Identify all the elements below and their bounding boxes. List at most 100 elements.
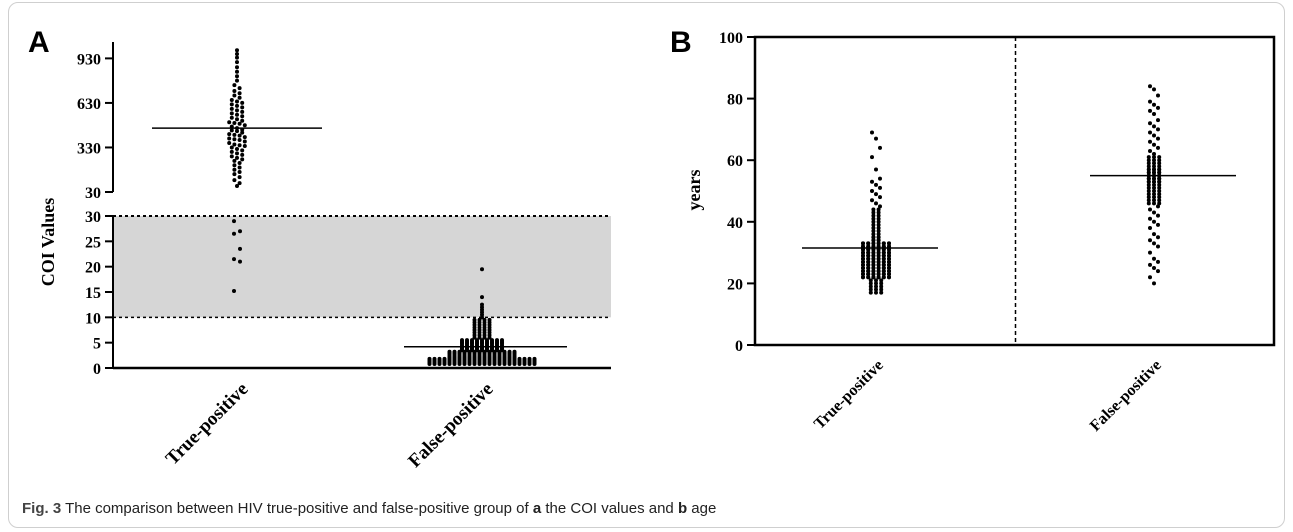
data-point xyxy=(480,267,484,272)
data-point xyxy=(1152,133,1156,138)
data-point xyxy=(235,55,239,60)
data-point xyxy=(876,241,881,246)
data-point xyxy=(876,216,881,221)
data-point xyxy=(1157,161,1162,166)
data-point xyxy=(1157,155,1162,160)
data-point xyxy=(1148,84,1152,89)
data-point xyxy=(871,256,876,261)
data-point xyxy=(887,256,891,261)
data-point xyxy=(237,133,242,138)
data-point xyxy=(232,120,237,125)
data-point xyxy=(1152,102,1156,107)
data-point xyxy=(1156,118,1160,123)
data-point xyxy=(876,225,881,230)
data-point xyxy=(881,269,886,274)
data-point xyxy=(866,266,871,270)
data-point xyxy=(868,290,873,295)
data-point xyxy=(861,262,865,267)
data-point xyxy=(881,262,886,267)
data-point xyxy=(235,99,239,104)
panel-b-letter: B xyxy=(670,26,692,59)
data-point xyxy=(1146,198,1151,203)
y-tick-label: 30 xyxy=(85,185,101,202)
data-point xyxy=(871,222,876,227)
data-point xyxy=(497,361,502,366)
data-point xyxy=(477,335,482,340)
data-point xyxy=(1157,176,1162,181)
data-point xyxy=(874,281,878,286)
data-point xyxy=(1156,269,1160,274)
data-point xyxy=(871,259,876,264)
data-point xyxy=(887,275,891,280)
data-point xyxy=(482,361,487,366)
data-point xyxy=(868,287,873,292)
data-point xyxy=(480,295,484,300)
data-point xyxy=(1152,87,1156,92)
data-point xyxy=(229,111,234,116)
data-point xyxy=(1146,182,1151,187)
data-point xyxy=(227,141,232,146)
data-point xyxy=(235,155,239,160)
data-point xyxy=(874,167,878,172)
data-point xyxy=(871,213,876,218)
panel-b: B years 0 20 40 60 80 100 True-positive False-… xyxy=(670,26,1276,435)
figure-caption: Fig. 3 The comparison between HIV true-p… xyxy=(22,500,716,517)
data-point xyxy=(229,145,234,150)
data-point xyxy=(1152,179,1156,184)
data-point xyxy=(232,178,237,183)
data-point xyxy=(881,250,886,255)
data-point xyxy=(227,120,232,125)
data-point xyxy=(232,132,237,137)
data-point xyxy=(871,266,876,270)
y-tick-label: 25 xyxy=(85,234,101,251)
panel-b-y-axis-label: years xyxy=(684,170,704,211)
data-point xyxy=(876,232,881,237)
data-point xyxy=(874,182,878,187)
data-point xyxy=(229,106,234,111)
data-point xyxy=(1146,179,1151,184)
data-point xyxy=(1148,130,1152,135)
data-point xyxy=(232,83,237,88)
data-point xyxy=(1146,195,1151,200)
data-point xyxy=(876,275,881,280)
data-point xyxy=(232,158,237,163)
data-point xyxy=(240,152,245,157)
data-point xyxy=(876,250,881,255)
data-point xyxy=(1152,189,1156,193)
data-point xyxy=(227,132,232,137)
data-point xyxy=(1156,145,1160,150)
data-point xyxy=(881,272,886,277)
data-point xyxy=(492,361,497,366)
data-point xyxy=(1146,201,1151,206)
data-point xyxy=(876,253,881,258)
data-point xyxy=(1146,158,1151,163)
data-point xyxy=(861,253,865,258)
data-point xyxy=(1148,121,1152,126)
data-point xyxy=(876,262,881,267)
data-point xyxy=(502,361,507,366)
data-point xyxy=(1152,155,1156,160)
data-point xyxy=(1152,182,1156,187)
data-point xyxy=(472,335,477,340)
data-point xyxy=(876,213,881,218)
data-point xyxy=(237,91,242,96)
y-tick-label: 80 xyxy=(727,92,743,109)
data-point xyxy=(870,155,874,160)
data-point xyxy=(874,192,878,197)
data-point xyxy=(232,231,236,236)
data-point xyxy=(1152,219,1156,224)
data-point xyxy=(881,266,886,270)
data-point xyxy=(1152,176,1156,181)
data-point xyxy=(232,167,237,172)
data-point xyxy=(235,184,239,189)
data-point xyxy=(235,74,239,79)
data-point xyxy=(1156,259,1160,264)
data-point xyxy=(1148,99,1152,104)
data-point xyxy=(240,109,245,114)
data-point xyxy=(235,65,239,70)
data-point xyxy=(1156,222,1160,227)
panel-a: A COI Values 30 330 630 930 0 5 10 15 20 25 30 Tru… xyxy=(28,26,611,472)
caption-text-middle: the COI values and xyxy=(545,500,674,517)
data-point xyxy=(879,290,884,295)
data-point xyxy=(242,135,247,140)
